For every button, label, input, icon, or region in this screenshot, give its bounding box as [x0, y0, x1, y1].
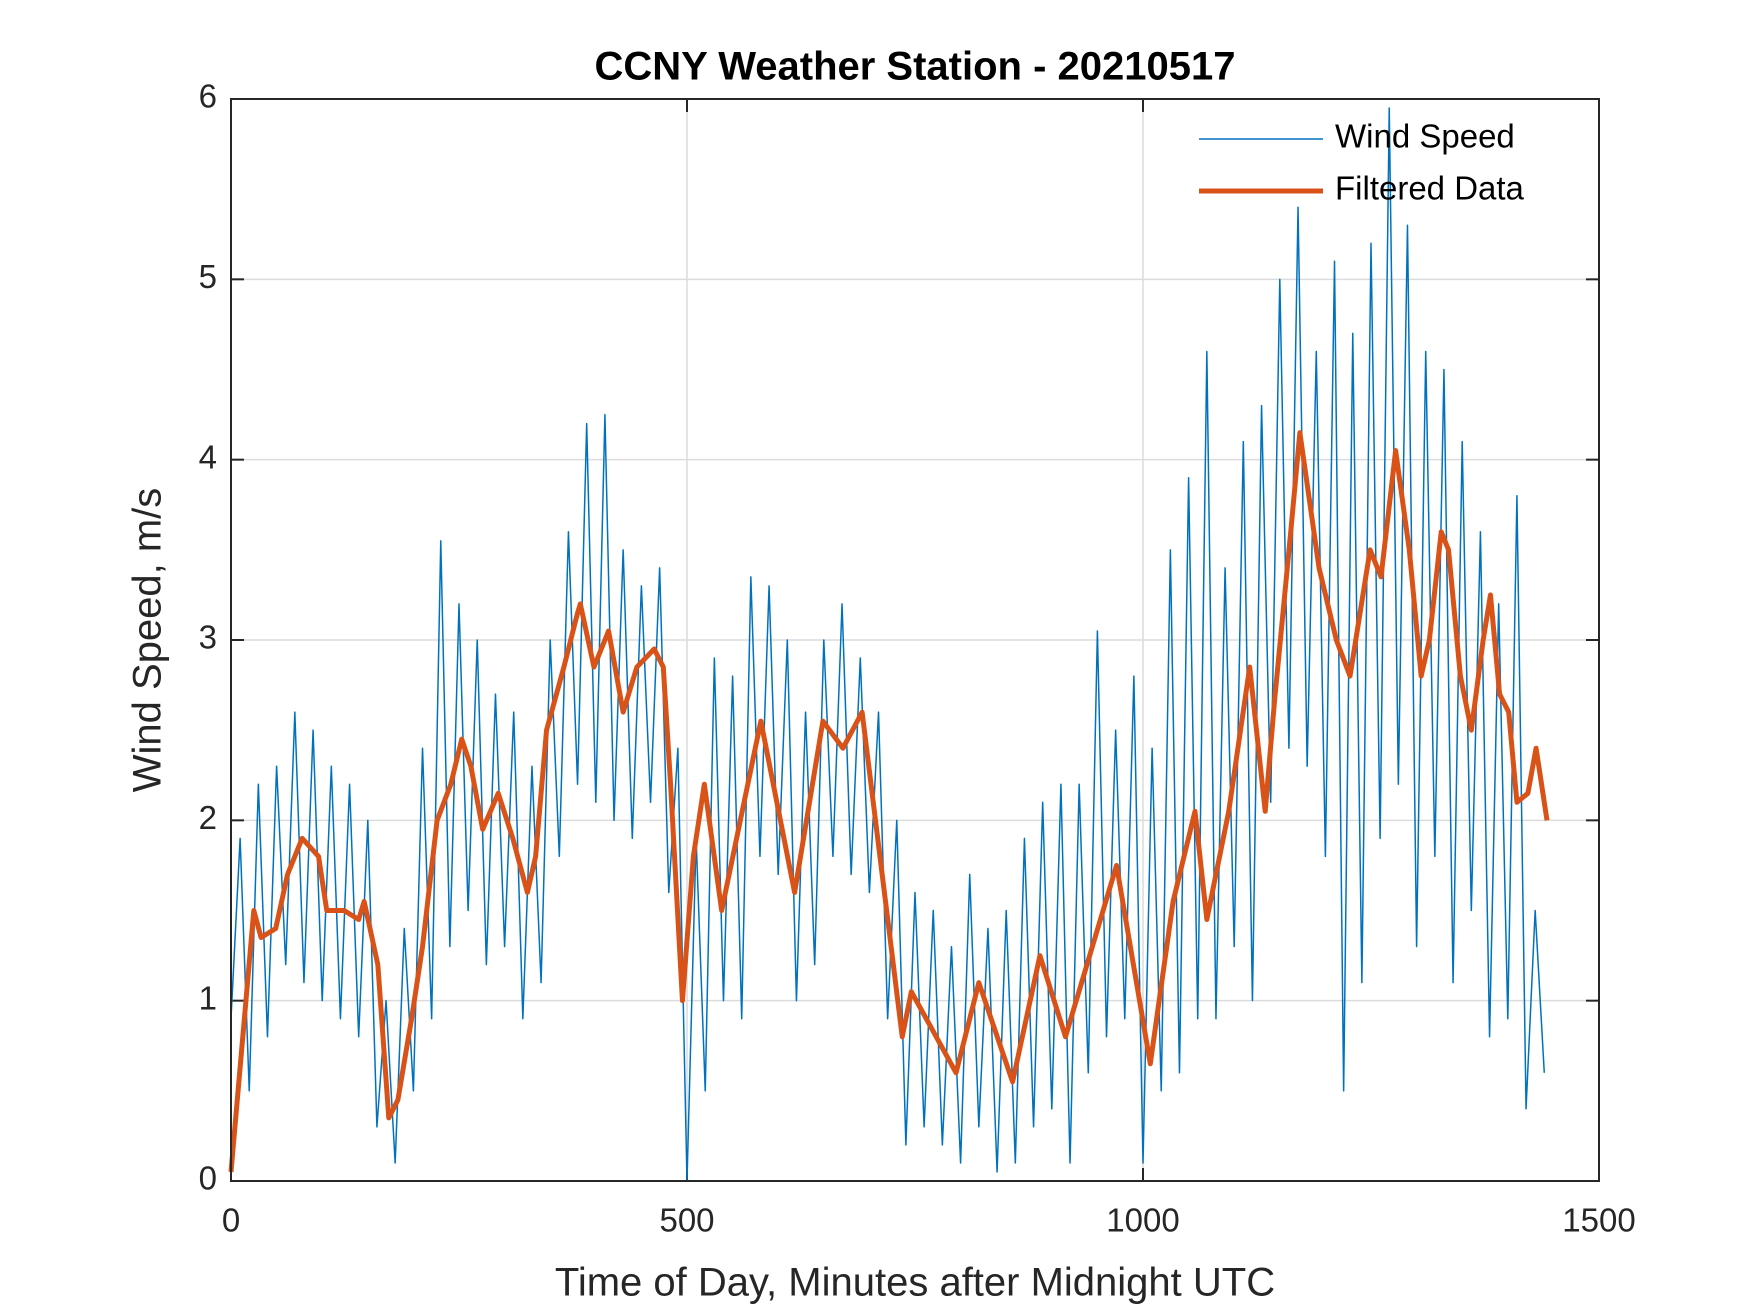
x-tick-label: 1500 — [1562, 1202, 1635, 1239]
y-tick-label: 0 — [199, 1160, 217, 1197]
data-line — [228, 430, 1550, 1173]
x-tick-label: 0 — [222, 1202, 240, 1239]
legend-label: Wind Speed — [1335, 118, 1515, 155]
y-axis-label: Wind Speed, m/s — [126, 488, 170, 793]
axes-box — [230, 98, 1600, 1182]
y-tick-label: 3 — [199, 619, 217, 656]
chart-title: CCNY Weather Station - 20210517 — [595, 45, 1236, 89]
y-tick-label: 2 — [199, 799, 217, 836]
y-tick-label: 6 — [199, 78, 217, 115]
y-tick-label: 4 — [199, 438, 217, 475]
legend-label: Filtered Data — [1335, 170, 1525, 207]
y-tick-label: 1 — [199, 979, 217, 1016]
x-axis-label: Time of Day, Minutes after Midnight UTC — [555, 1261, 1275, 1305]
data-line — [230, 107, 1546, 1182]
legend: Wind Speed Filtered Data — [1199, 118, 1525, 207]
y-tick-label: 5 — [199, 258, 217, 295]
x-tick-label: 1000 — [1106, 1202, 1179, 1239]
x-tick-label: 500 — [659, 1202, 714, 1239]
